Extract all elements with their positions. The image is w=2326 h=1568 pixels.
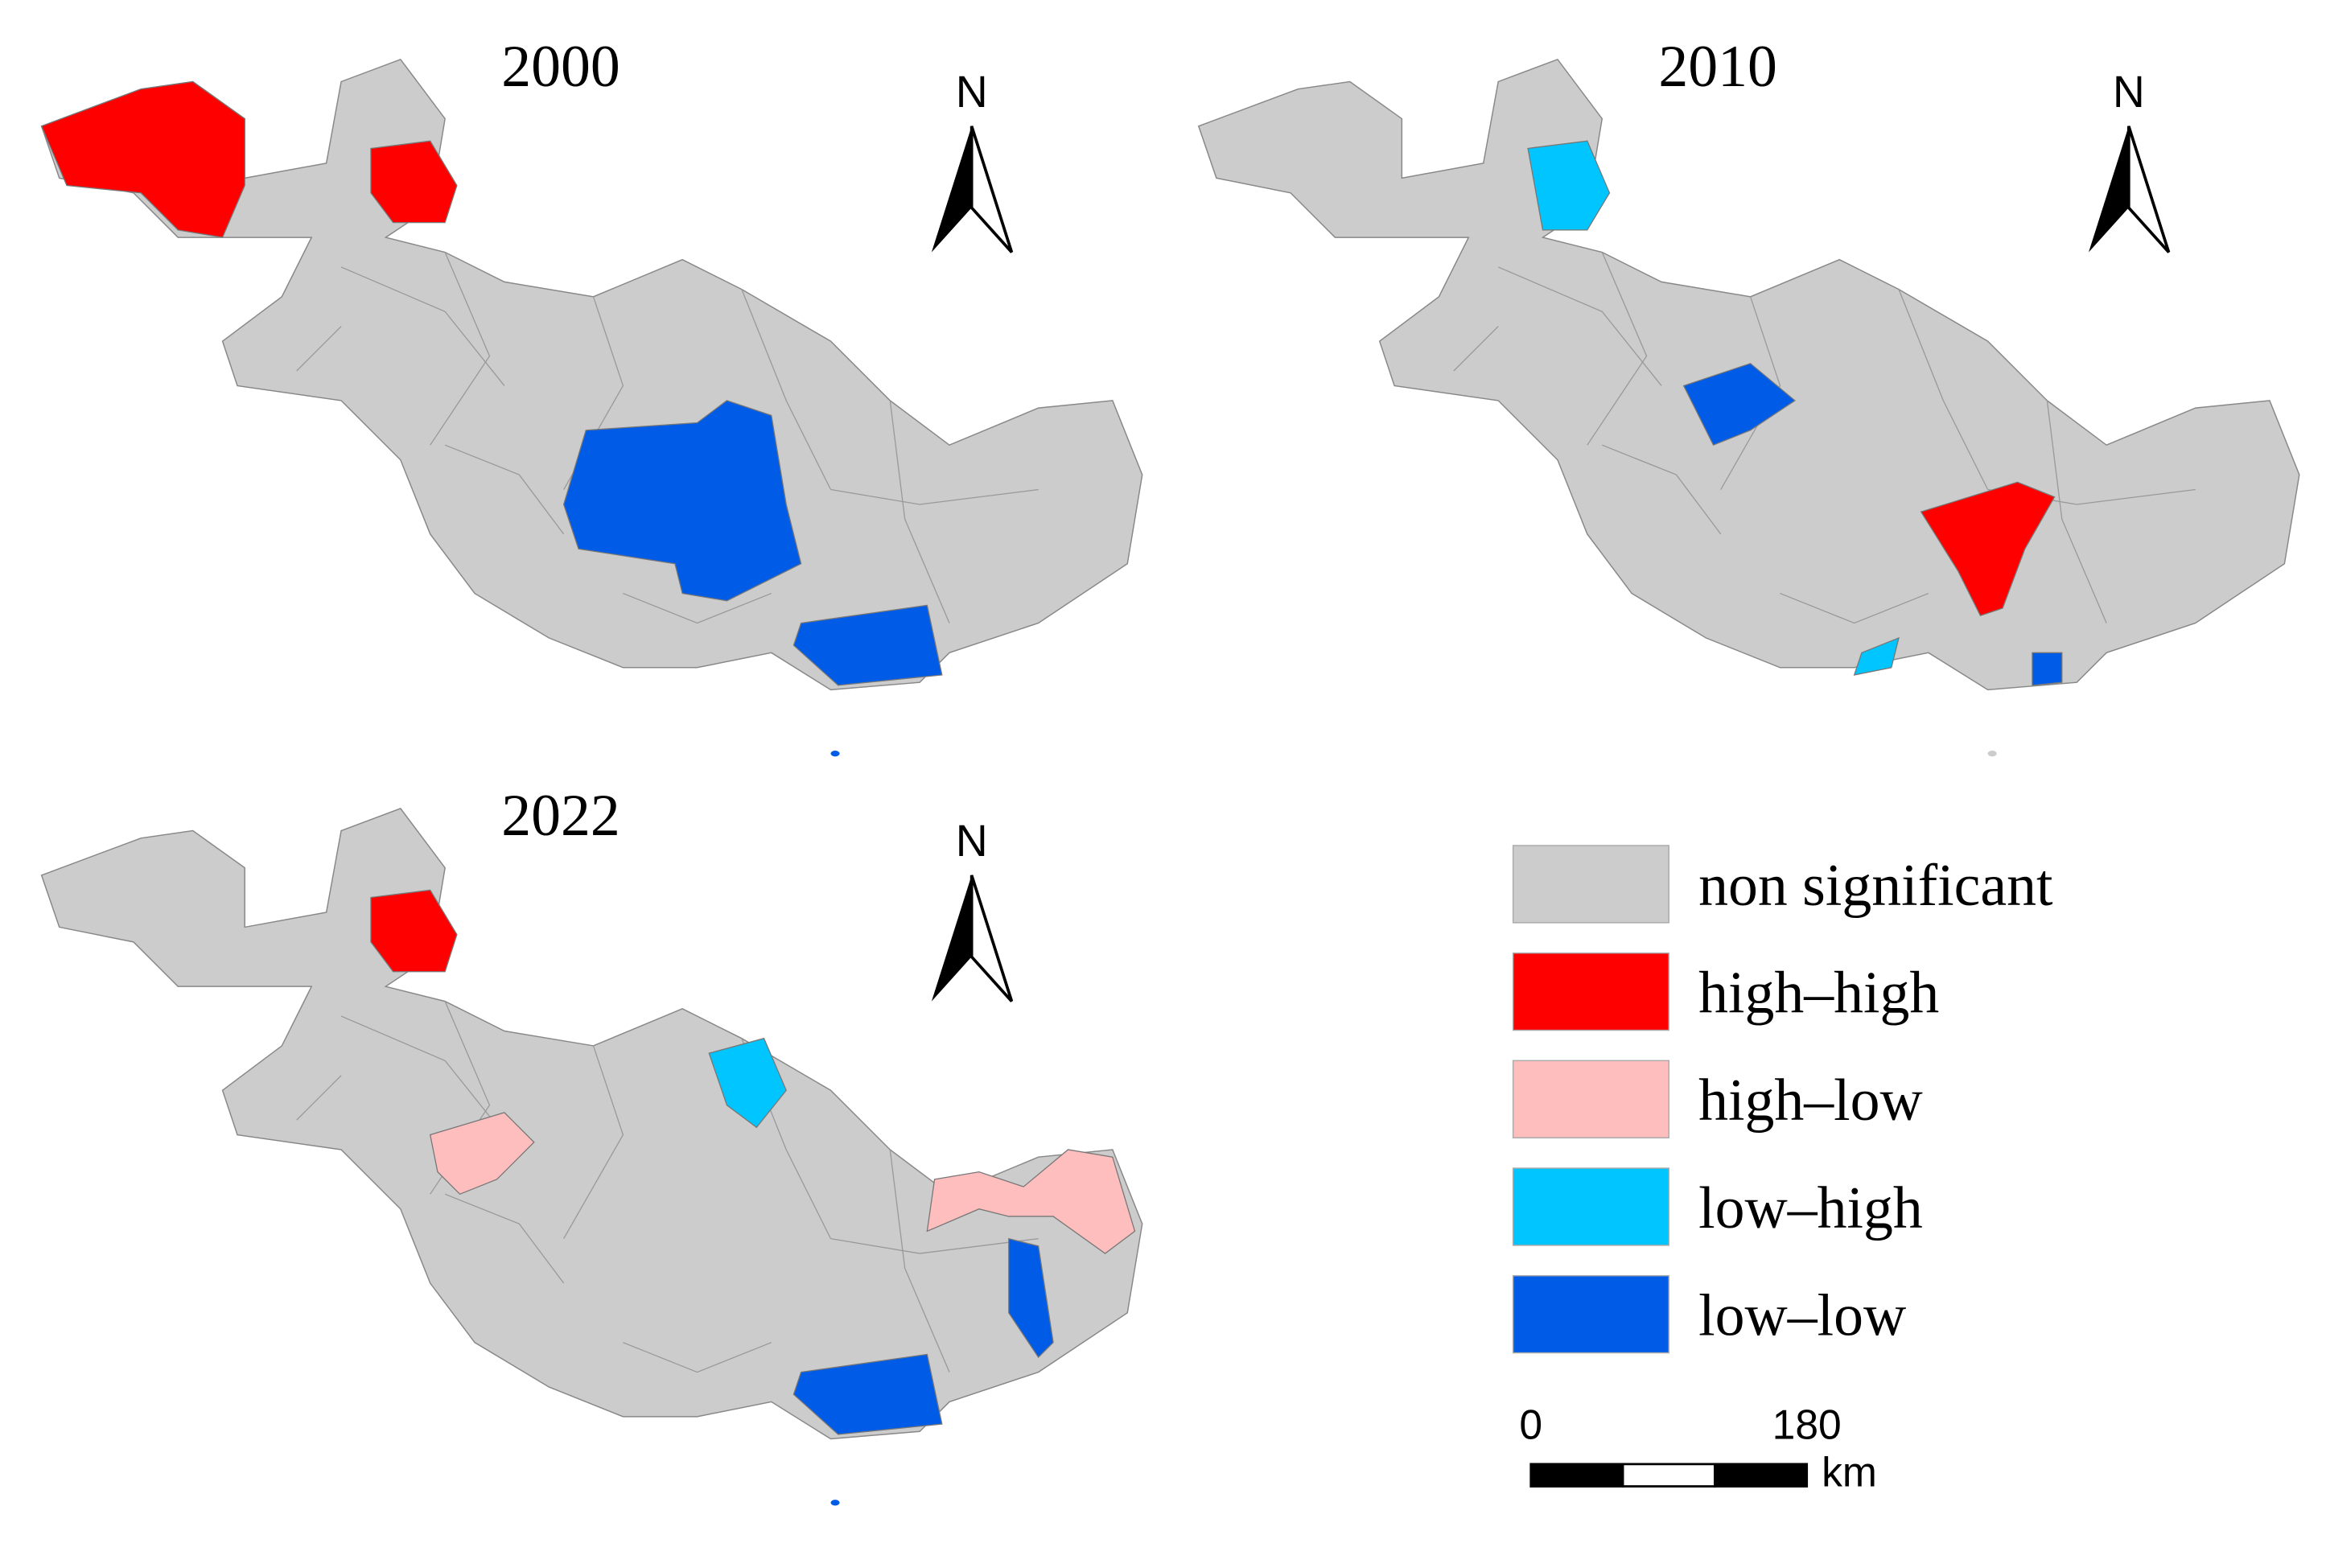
region xyxy=(1853,636,1900,676)
boundary xyxy=(2046,400,2107,623)
scale-segment xyxy=(1621,1463,1716,1488)
legend-swatch xyxy=(1512,845,1669,924)
boundary xyxy=(889,1149,950,1373)
north-label: N xyxy=(956,67,988,117)
map-base xyxy=(40,808,1143,1440)
scale-label: 180 xyxy=(1772,1401,1842,1448)
region xyxy=(708,1037,787,1129)
legend-label: non significant xyxy=(1698,852,2053,918)
region xyxy=(1527,140,1611,231)
boundary xyxy=(444,444,565,535)
map-panel: 2022 N xyxy=(40,782,1143,1506)
legend-label: low–low xyxy=(1698,1282,1906,1348)
region xyxy=(1920,481,2056,617)
legend-label: high–low xyxy=(1698,1067,1923,1133)
boundary xyxy=(741,289,832,490)
boundary xyxy=(296,326,342,372)
region xyxy=(40,80,245,238)
map-panel: 2000 N xyxy=(40,33,1143,757)
boundary xyxy=(1898,289,1989,490)
map-base xyxy=(40,58,1143,691)
region xyxy=(429,1112,535,1196)
north-arrow-left xyxy=(931,126,972,253)
boundary xyxy=(623,592,772,624)
boundary xyxy=(1780,592,1929,624)
boundary xyxy=(340,266,505,386)
region xyxy=(1008,1237,1054,1359)
region xyxy=(370,889,458,973)
panel-title: 2000 xyxy=(501,33,620,99)
boundary xyxy=(830,488,1039,505)
panel-title: 2022 xyxy=(501,782,620,848)
legend-swatch xyxy=(1512,1167,1669,1246)
scale-unit: km xyxy=(1822,1449,1877,1496)
scale-segment xyxy=(1529,1463,1624,1488)
boundary xyxy=(296,1075,342,1121)
region xyxy=(2032,652,2063,686)
region xyxy=(792,1353,943,1435)
island xyxy=(1987,751,1997,757)
boundary xyxy=(830,1237,1039,1254)
legend-label: low–high xyxy=(1698,1175,1923,1241)
legend-swatch xyxy=(1512,1274,1669,1354)
boundary xyxy=(1497,266,1662,386)
north-arrow-left xyxy=(931,875,972,1002)
legend-label: high–high xyxy=(1698,959,1939,1025)
north-arrow-left xyxy=(2089,126,2129,253)
north-arrow-right xyxy=(2126,126,2171,253)
panel-title: 2010 xyxy=(1658,33,1777,99)
boundary xyxy=(1602,444,1722,535)
region xyxy=(1682,363,1797,447)
boundary xyxy=(430,252,491,446)
map-panel: 2010 N xyxy=(1197,33,2300,757)
boundary xyxy=(340,1015,505,1135)
region xyxy=(792,604,943,686)
legend-swatch xyxy=(1512,952,1669,1031)
island xyxy=(830,751,840,757)
region xyxy=(370,140,458,224)
boundary xyxy=(623,1342,772,1373)
north-label: N xyxy=(956,816,988,866)
boundary xyxy=(1720,296,1781,490)
region xyxy=(926,1149,1136,1254)
north-arrow-right xyxy=(970,875,1014,1002)
north-label: N xyxy=(2113,67,2145,117)
boundary xyxy=(1453,326,1499,372)
north-arrow-right xyxy=(970,126,1014,253)
boundary xyxy=(444,1193,565,1284)
boundary xyxy=(1587,252,1648,446)
scale-label: 0 xyxy=(1519,1401,1542,1448)
region xyxy=(562,400,802,602)
island xyxy=(830,1500,840,1506)
boundary xyxy=(563,1045,624,1239)
scale-segment xyxy=(1713,1463,1809,1488)
legend-swatch xyxy=(1512,1060,1669,1138)
boundary xyxy=(889,400,950,623)
